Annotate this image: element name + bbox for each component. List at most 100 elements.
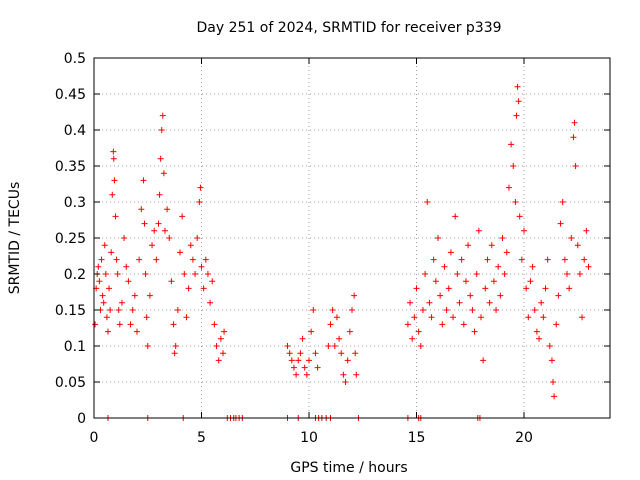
y-tick-label: 0.4	[64, 123, 86, 139]
data-point	[104, 328, 111, 335]
data-point	[546, 343, 553, 349]
data-point	[413, 285, 420, 292]
data-point	[503, 249, 510, 256]
data-point	[566, 285, 573, 292]
data-point	[441, 263, 448, 270]
data-point	[430, 256, 437, 263]
data-point	[525, 314, 532, 321]
data-point	[138, 206, 145, 213]
data-point	[295, 357, 302, 364]
data-point	[303, 371, 310, 378]
data-point	[151, 227, 158, 234]
data-point	[187, 242, 194, 249]
data-point	[505, 184, 512, 191]
data-point	[490, 278, 497, 285]
data-point	[409, 335, 416, 342]
data-point	[467, 292, 474, 299]
data-point	[471, 328, 478, 335]
data-point	[333, 314, 340, 321]
data-point	[518, 256, 525, 263]
data-point	[174, 307, 181, 313]
data-point	[510, 163, 517, 169]
data-point	[116, 321, 123, 328]
data-point	[523, 285, 530, 292]
data-point	[475, 227, 482, 234]
data-point	[306, 357, 312, 364]
data-point	[297, 350, 304, 357]
data-point	[499, 235, 506, 241]
y-tick-label: 0.2	[64, 267, 86, 283]
data-point	[198, 263, 205, 270]
data-point	[574, 242, 581, 249]
data-point	[144, 343, 151, 349]
y-tick-label: 0.5	[64, 51, 86, 67]
data-point	[157, 155, 164, 162]
y-axis-label: SRMTID / TECUs	[7, 182, 23, 295]
data-point	[415, 328, 422, 335]
data-point	[458, 256, 465, 263]
y-tick-label: 0.1	[64, 339, 86, 355]
data-point	[561, 256, 568, 263]
data-point	[96, 278, 103, 285]
data-point	[202, 256, 209, 263]
y-tick-label: 0.45	[55, 87, 86, 103]
data-point	[140, 177, 147, 184]
data-point	[512, 199, 519, 205]
data-point	[207, 299, 214, 306]
data-point	[521, 227, 527, 234]
data-point	[284, 343, 291, 349]
data-point	[204, 271, 211, 277]
data-point	[473, 271, 480, 277]
data-point	[155, 220, 162, 227]
y-tick-label: 0.35	[55, 159, 86, 175]
data-point	[134, 328, 140, 335]
data-point	[161, 227, 168, 234]
data-point	[329, 307, 336, 313]
data-point	[170, 321, 177, 328]
data-point	[550, 379, 557, 385]
x-tick-label: 20	[515, 430, 533, 446]
data-point	[129, 307, 136, 313]
data-point	[443, 307, 450, 313]
data-point	[344, 357, 351, 364]
data-point	[450, 314, 457, 321]
data-point	[293, 371, 300, 378]
data-point	[514, 83, 521, 90]
data-point	[553, 321, 560, 328]
data-point	[419, 307, 426, 313]
data-point	[439, 321, 446, 328]
data-point	[164, 206, 171, 213]
data-point	[352, 350, 359, 357]
data-point	[112, 213, 119, 220]
data-point	[564, 271, 570, 277]
data-point	[407, 299, 414, 306]
data-point	[95, 263, 102, 270]
data-point	[342, 379, 349, 385]
data-point	[220, 350, 226, 357]
data-point	[183, 314, 190, 321]
data-point	[426, 299, 433, 306]
data-point	[136, 256, 143, 263]
data-point	[544, 256, 551, 263]
data-point	[486, 299, 493, 306]
data-point	[516, 213, 523, 220]
data-point	[181, 271, 188, 277]
y-tick-label: 0	[77, 411, 86, 427]
data-point	[221, 328, 228, 335]
data-point	[110, 155, 117, 162]
data-point	[121, 235, 128, 241]
data-point	[469, 307, 476, 313]
data-point	[102, 271, 109, 277]
data-point	[445, 285, 452, 292]
data-point	[340, 371, 347, 378]
x-axis-label: GPS time / hours	[290, 460, 407, 476]
data-point	[533, 328, 540, 335]
data-point	[146, 292, 153, 299]
data-point	[200, 285, 207, 292]
data-point	[213, 343, 220, 349]
data-point	[196, 199, 203, 205]
data-point	[149, 242, 156, 249]
data-point	[110, 148, 117, 155]
data-point	[166, 235, 173, 241]
